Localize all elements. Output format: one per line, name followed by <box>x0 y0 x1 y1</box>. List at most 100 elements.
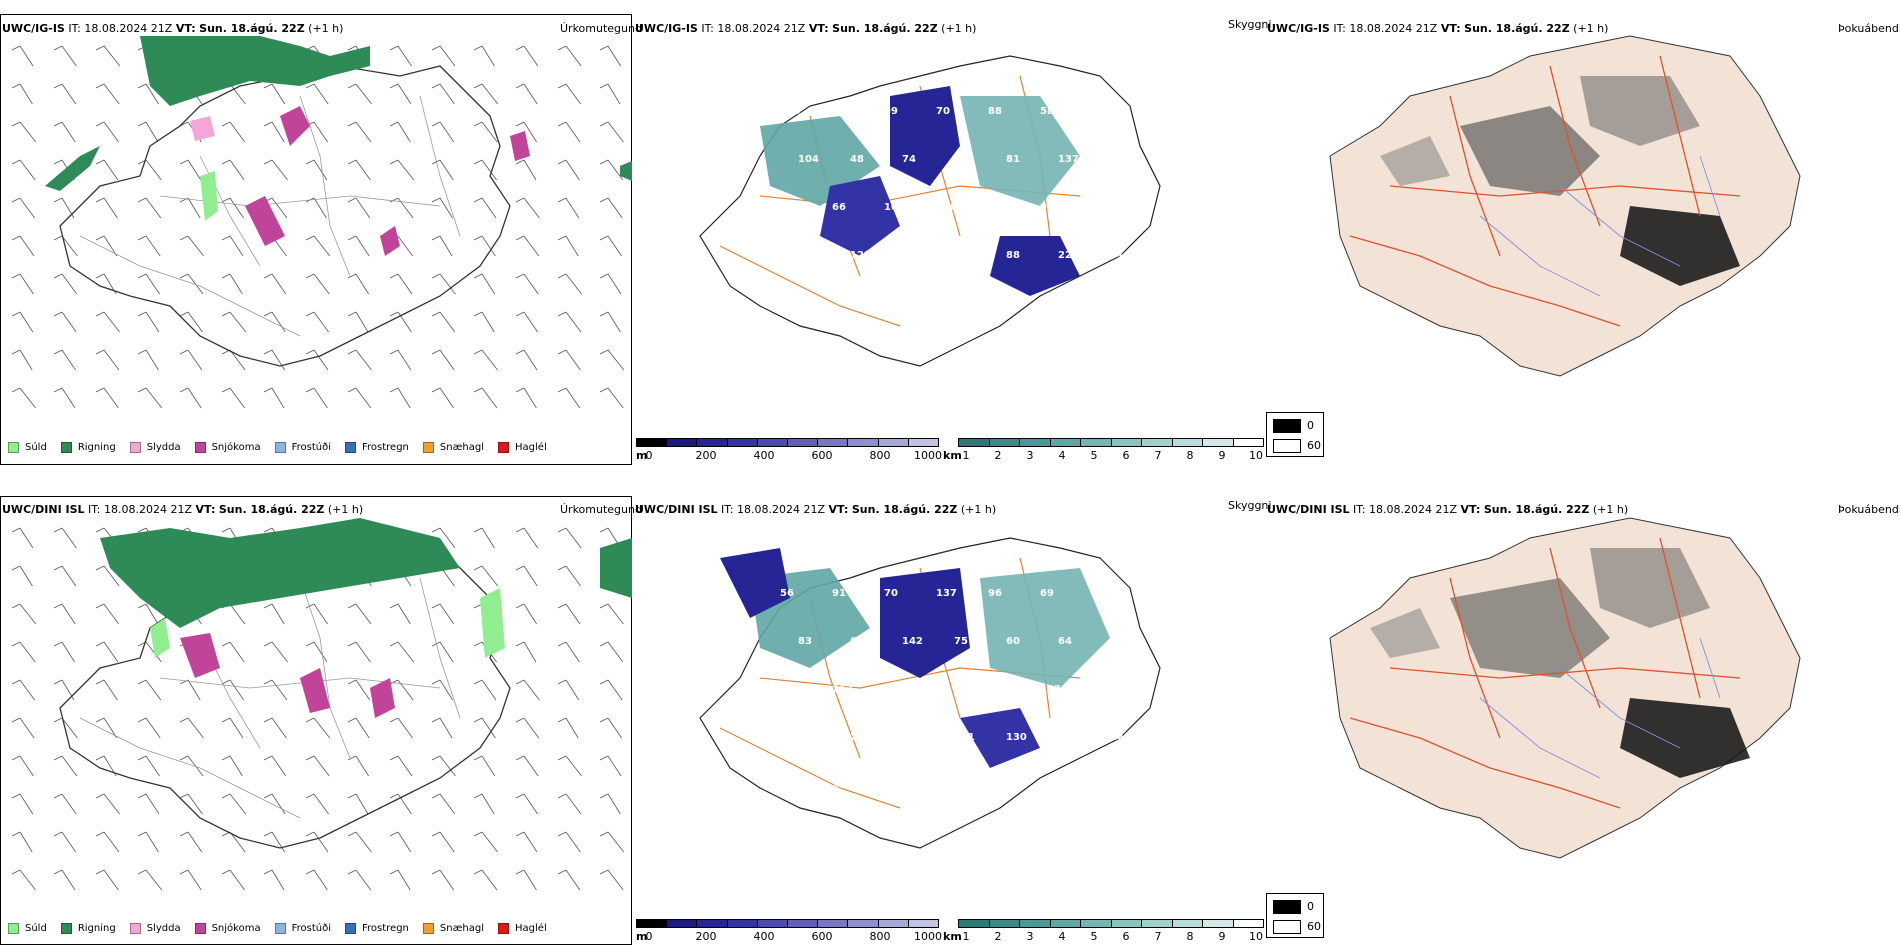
wind-barb <box>305 159 328 181</box>
wind-barb <box>515 641 537 663</box>
legend-item: Haglél <box>498 923 547 934</box>
snow-area-3 <box>370 678 395 718</box>
fog-area-3 <box>1620 206 1740 286</box>
wind-barb <box>557 869 581 891</box>
wind-barb <box>137 679 162 701</box>
tick-label: 6 <box>1122 930 1130 943</box>
rain-area-north <box>140 36 370 106</box>
wind-barb <box>347 755 369 777</box>
it-label: IT: <box>1353 503 1366 516</box>
lead-time: (+1 h) <box>1573 22 1609 35</box>
legend-label: Snjókoma <box>211 442 261 453</box>
wind-barb <box>137 349 159 371</box>
wind-barb <box>179 755 204 777</box>
fog-scale-box: 0 60 <box>1266 893 1324 938</box>
sleet-area-1 <box>190 116 215 141</box>
fog-scale-high-label: 0 <box>1307 419 1314 432</box>
wind-barb <box>179 273 204 295</box>
wind-barb <box>11 273 34 295</box>
wind-barb <box>221 755 243 777</box>
wind-barb <box>11 793 34 815</box>
wind-barb <box>515 235 540 257</box>
legend-item: Súld <box>8 442 47 453</box>
legend-swatch <box>129 442 141 453</box>
wind-barb <box>347 235 370 257</box>
wind-barb <box>557 235 579 257</box>
wind-barb <box>11 159 36 181</box>
lead-time: (+1 h) <box>327 503 364 516</box>
wind-barb <box>137 831 159 853</box>
snow-area-2 <box>300 668 330 713</box>
wind-barb <box>53 83 77 105</box>
legend-label: Frostregn <box>362 923 409 934</box>
wind-barb <box>305 387 328 409</box>
wind-barb <box>53 273 78 295</box>
wind-barb <box>431 349 455 371</box>
wind-barb <box>389 603 411 625</box>
it-label: IT: <box>701 22 714 35</box>
wind-barb <box>515 273 539 295</box>
vt-label: VT: <box>175 22 196 35</box>
wind-barb <box>347 311 369 333</box>
wind-barb <box>431 197 453 219</box>
legend-item: Slydda <box>129 923 181 934</box>
wind-barb <box>179 387 202 409</box>
wind-barb <box>53 527 77 549</box>
cloudbase-colorbar <box>636 438 939 447</box>
wind-barb <box>305 197 327 219</box>
legend-label: Súld <box>25 923 47 934</box>
wind-barb <box>137 755 160 777</box>
wind-barb <box>221 273 243 295</box>
tick-label: 1000 <box>914 449 942 462</box>
wind-barb <box>389 273 413 295</box>
legend-item: Frostúði <box>274 923 331 934</box>
wind-barb <box>431 121 455 143</box>
fog-index-map <box>1329 35 1801 377</box>
cloudbase-unit: m <box>636 930 648 943</box>
wind-barb <box>137 793 160 815</box>
legend-item: Snæhagl <box>422 442 484 453</box>
lead-time: (+1 h) <box>1592 503 1629 516</box>
tick-label: 400 <box>753 930 775 943</box>
fog-panel-type-label: Þokuábendi <box>1838 503 1900 516</box>
wind-barb <box>221 679 244 701</box>
wind-barb <box>599 235 622 257</box>
precip-legend: Súld Rigning Slydda Snjókoma Frostúði Fr… <box>8 923 561 934</box>
wind-barb <box>221 641 245 663</box>
wind-barb <box>557 45 582 67</box>
tick-label: 7 <box>1154 930 1162 943</box>
fog-area-3 <box>1620 698 1750 778</box>
fog-scale-low-label: 60 <box>1307 920 1321 933</box>
wind-barb <box>431 755 456 777</box>
wind-barb <box>473 679 497 701</box>
fog-scale-white-swatch <box>1273 439 1301 453</box>
wind-barb <box>473 159 497 181</box>
rivers <box>1479 637 1721 779</box>
tick-label: 7 <box>1154 449 1162 462</box>
wind-barb <box>389 83 412 105</box>
tick-label: 200 <box>695 449 717 462</box>
wind-barb <box>11 869 36 891</box>
legend-swatch <box>60 442 72 453</box>
wind-barb <box>557 311 582 333</box>
wind-barb <box>431 311 456 333</box>
wind-barb <box>557 121 581 143</box>
legend-label: Frostúði <box>291 923 331 934</box>
wind-barb <box>305 83 329 105</box>
snow-area-4 <box>510 131 530 161</box>
cloudbase-colorbar <box>636 919 939 928</box>
wind-barb <box>599 717 622 739</box>
wind-barb <box>515 83 538 105</box>
precip-type-panel-frame <box>0 496 632 945</box>
wind-barb <box>95 641 119 663</box>
wind-barb <box>599 159 624 181</box>
wind-barb <box>305 869 328 891</box>
rain-area-east <box>600 538 632 598</box>
wind-barb <box>95 121 119 143</box>
legend-item: Snjókoma <box>194 923 261 934</box>
cloudbase-ticks: 0 200 400 600 800 1000 <box>646 930 943 944</box>
wind-barb <box>389 717 413 739</box>
roads <box>79 577 461 819</box>
wind-barb <box>515 603 537 625</box>
wind-barb <box>557 793 582 815</box>
